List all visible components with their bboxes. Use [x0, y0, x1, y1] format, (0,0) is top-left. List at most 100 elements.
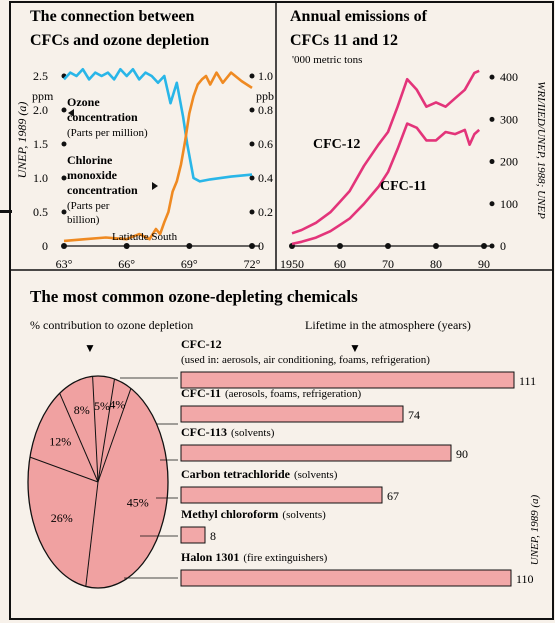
left-y-tick-dot [61, 141, 67, 147]
ozone-label-1: Ozone [67, 95, 100, 109]
left-y-tick-label: 2.5 [33, 69, 48, 83]
emissions-x-tick-label: 1950 [280, 257, 304, 271]
bar-category-use: (solvents) [231, 427, 275, 439]
ozone-pointer-icon [68, 109, 74, 117]
pie-slice-label: 8% [74, 403, 90, 417]
ozone-source-label: UNEP, 1989 (a) [15, 102, 29, 179]
bar-category-label: CFC-11 (aerosols, foams, refrigeration) [181, 386, 362, 400]
latitude-tick-labels: 63° 66° 69° 72° [56, 243, 261, 271]
emissions-y-tick-labels: 0 100 200 300 400 [489, 70, 518, 253]
chemicals-title: The most common ozone-depleting chemical… [30, 287, 358, 306]
chlorine-series-line [63, 71, 253, 243]
right-y-tick-label: 0.4 [258, 171, 273, 185]
bar-category-use: (used in: aerosols, air conditioning, fo… [181, 354, 430, 366]
cfc12-series-label: CFC-12 [313, 137, 360, 152]
lifetime-value-label: 111 [519, 374, 536, 388]
emissions-x-tick-label: 70 [382, 257, 394, 271]
lifetime-value-label: 8 [210, 529, 216, 543]
ozone-title-line1: The connection between [30, 8, 195, 25]
latitude-tick-label: 63° [56, 257, 73, 271]
clo-label-3: concentration [67, 183, 138, 197]
latitude-tick-label: 72° [244, 257, 261, 271]
bar-category-name: Halon 1301 [181, 550, 239, 564]
chemicals-panel: The most common ozone-depleting chemical… [27, 287, 541, 589]
emissions-title-line1: Annual emissions of [290, 8, 428, 25]
lifetime-bar [180, 371, 515, 389]
bar-category-name: CFC-12 [181, 337, 222, 351]
ozone-title-line2: CFCs and ozone depletion [30, 32, 209, 49]
ozone-label-2: concentration [67, 110, 138, 124]
lifetime-bars: CFC-12 (used in: aerosols, air conditioni… [120, 337, 536, 587]
emissions-y-tick-label: 300 [500, 112, 518, 126]
bar-category-name: Carbon tetrachloride [181, 467, 291, 481]
left-y-tick-label: 1.0 [33, 171, 48, 185]
outer-frame [9, 1, 554, 620]
lifetime-bar [180, 569, 512, 587]
lifetime-bar [180, 444, 452, 462]
emissions-panel: Annual emissions of CFCs 11 and 12 '000 … [280, 8, 547, 271]
cfc12-series-line [291, 69, 480, 235]
latitude-tick-label: 69° [181, 257, 198, 271]
ozone-series-line [63, 67, 253, 183]
right-y-tick-label: 1.0 [258, 69, 273, 83]
left-y-tick-label: 0 [42, 239, 48, 253]
left-y-tick-dot [61, 175, 67, 181]
emissions-y-tick-dot [489, 159, 495, 165]
emissions-source-label: WRI/IIED/UNEP, 1988; UNEP [535, 81, 547, 219]
chemicals-source-label: UNEP, 1989 (a) [529, 494, 541, 565]
side-tick-mark [0, 210, 12, 213]
right-y-tick-dot [249, 209, 255, 215]
emissions-x-tick-label: 90 [478, 257, 490, 271]
lifetime-value-label: 90 [456, 447, 468, 461]
emissions-y-tick-dot [489, 201, 495, 207]
right-y-tick-dot [249, 73, 255, 79]
bar-category-name: Methyl chloroform [181, 507, 278, 521]
right-y-tick-label: 0.6 [258, 137, 273, 151]
bar-category-label: Halon 1301 (fire extinguishers) [181, 550, 328, 564]
emissions-x-tick-labels: 1950 60 70 80 90 [280, 243, 490, 271]
emissions-y-tick-dot [489, 116, 495, 122]
left-axis-unit: ppm [32, 89, 54, 103]
right-y-tick-label: 0.2 [258, 205, 273, 219]
emissions-x-tick-label: 80 [430, 257, 442, 271]
depletion-pie: 45% 26% 12% 8% 5% 4% [27, 375, 169, 589]
lifetime-bar [180, 405, 404, 423]
lifetime-bar [180, 526, 206, 544]
pie-slice-border [97, 378, 115, 483]
clo-label-1: Chlorine [67, 153, 113, 167]
cfc11-series-label: CFC-11 [380, 179, 427, 194]
bar-category-name: CFC-113 [181, 425, 227, 439]
bar-heading-arrow-icon: ▼ [349, 341, 361, 355]
pie-heading: % contribution to ozone depletion [30, 318, 193, 332]
pie-heading-arrow-icon: ▼ [84, 341, 96, 355]
bar-category-label: CFC-12 (used in: aerosols, air conditioni… [181, 337, 430, 366]
cfc11-series-line [291, 122, 481, 246]
lifetime-value-label: 67 [387, 489, 399, 503]
pie-slice-label: 5% [94, 399, 110, 413]
pie-slice-border [92, 376, 99, 483]
right-y-tick-label: 0.8 [258, 103, 273, 117]
left-y-tick-label: 0.5 [33, 205, 48, 219]
clo-label-4: (Parts per [67, 200, 110, 212]
emissions-y-tick-label: 0 [500, 239, 506, 253]
ozone-label-3: (Parts per million) [67, 127, 148, 139]
emissions-unit-label: '000 metric tons [292, 54, 362, 66]
clo-label-5: billion) [67, 214, 100, 226]
bar-category-use: (fire extinguishers) [243, 552, 327, 564]
emissions-y-tick-label: 200 [500, 155, 518, 169]
bar-heading: Lifetime in the atmosphere (years) [305, 318, 471, 332]
left-y-tick-label: 2.0 [33, 103, 48, 117]
pie-slice-label: 4% [109, 398, 125, 412]
lifetime-bar [180, 486, 383, 504]
pie-slice-border [97, 388, 132, 483]
emissions-title-line2: CFCs 11 and 12 [290, 32, 398, 49]
left-y-tick-dot [61, 209, 67, 215]
latitude-tick-label: 66° [118, 257, 135, 271]
emissions-x-tick-label: 60 [334, 257, 346, 271]
right-y-tick-dot [249, 175, 255, 181]
bar-category-label: Carbon tetrachloride (solvents) [181, 467, 338, 481]
ozone-panel: The connection between CFCs and ozone de… [15, 8, 274, 271]
latitude-axis-label: Latitude South [112, 231, 178, 243]
bar-category-use: (solvents) [282, 509, 326, 521]
